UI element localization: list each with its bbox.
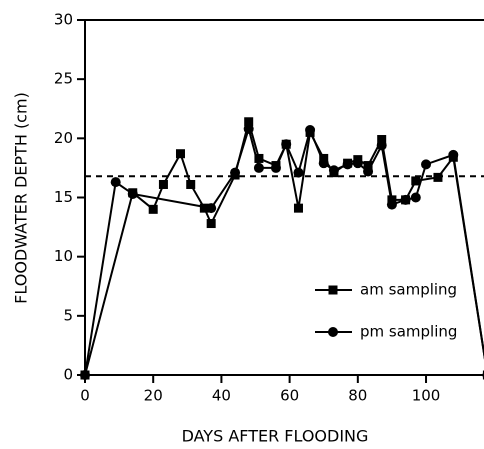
marker: [270, 162, 281, 173]
y-tick-label: 30: [54, 11, 73, 29]
y-axis-title: FLOODWATER DEPTH (cm): [12, 92, 31, 304]
marker: [253, 162, 264, 173]
marker: [305, 125, 316, 136]
marker: [386, 199, 397, 210]
marker: [410, 192, 421, 203]
x-tick-label: 80: [348, 387, 367, 405]
marker: [363, 166, 374, 177]
marker: [318, 158, 329, 169]
marker: [281, 139, 292, 150]
y-tick-label: 5: [63, 306, 73, 324]
marker: [175, 149, 185, 159]
marker: [433, 172, 443, 182]
marker: [293, 203, 303, 213]
x-tick-label: 20: [144, 387, 163, 405]
marker: [186, 179, 196, 189]
marker: [411, 176, 421, 186]
legend-marker: [328, 285, 338, 295]
marker: [448, 149, 459, 160]
marker: [293, 167, 304, 178]
marker: [243, 123, 254, 134]
x-tick-label: 60: [280, 387, 299, 405]
x-tick-label: 100: [412, 387, 441, 405]
marker: [206, 203, 217, 214]
legend-label: pm sampling: [360, 323, 457, 341]
legend-label: am sampling: [360, 281, 457, 299]
marker: [363, 161, 373, 171]
marker: [254, 153, 264, 163]
marker: [328, 165, 339, 176]
y-tick-label: 25: [54, 70, 73, 88]
marker: [206, 219, 216, 229]
marker: [244, 117, 254, 127]
marker: [80, 370, 90, 380]
marker: [342, 159, 353, 170]
marker: [421, 159, 432, 170]
y-tick-label: 15: [54, 188, 73, 206]
y-tick-label: 10: [54, 247, 73, 265]
plot-area: [80, 117, 484, 380]
marker: [110, 177, 121, 188]
marker: [376, 140, 387, 151]
marker: [199, 203, 209, 213]
marker: [127, 188, 138, 199]
marker: [148, 204, 158, 214]
x-tick-label: 0: [80, 387, 90, 405]
x-tick-label: 40: [212, 387, 231, 405]
legend-marker: [328, 327, 338, 337]
x-axis-title: DAYS AFTER FLOODING: [182, 427, 369, 446]
y-tick-label: 0: [63, 366, 73, 384]
marker: [230, 167, 241, 178]
y-tick-label: 20: [54, 129, 73, 147]
marker: [352, 158, 363, 169]
marker: [377, 135, 387, 145]
marker: [158, 179, 168, 189]
marker: [400, 194, 411, 205]
